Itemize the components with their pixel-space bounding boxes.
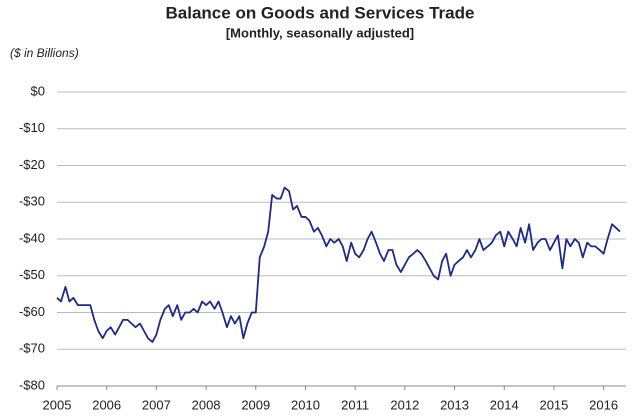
x-tick-label: 2009 <box>241 397 270 412</box>
y-axis-label: ($ in Billions) <box>10 46 79 60</box>
y-tick-label: -$30 <box>19 194 45 209</box>
x-tick-label: 2016 <box>589 397 618 412</box>
y-tick-label: -$80 <box>19 377 45 392</box>
y-tick-label: -$40 <box>19 230 45 245</box>
x-tick-label: 2010 <box>291 397 320 412</box>
x-tick-label: 2005 <box>43 397 72 412</box>
x-tick-label: 2015 <box>539 397 568 412</box>
chart-subtitle: [Monthly, seasonally adjusted] <box>226 25 414 40</box>
y-tick-label: -$20 <box>19 157 45 172</box>
y-tick-label: -$50 <box>19 267 45 282</box>
x-tick-label: 2007 <box>142 397 171 412</box>
x-tick-label: 2008 <box>192 397 221 412</box>
data-line <box>56 186 621 343</box>
chart-title: Balance on Goods and Services Trade <box>166 3 475 22</box>
x-tick-label: 2014 <box>490 397 519 412</box>
x-tick-label: 2006 <box>92 397 121 412</box>
y-tick-label: $0 <box>31 83 45 98</box>
y-tick-label: -$70 <box>19 341 45 356</box>
x-tick-label: 2012 <box>390 397 419 412</box>
x-tick-label: 2013 <box>440 397 469 412</box>
y-tick-label: -$10 <box>19 120 45 135</box>
y-tick-label: -$60 <box>19 304 45 319</box>
x-tick-label: 2011 <box>341 397 369 412</box>
